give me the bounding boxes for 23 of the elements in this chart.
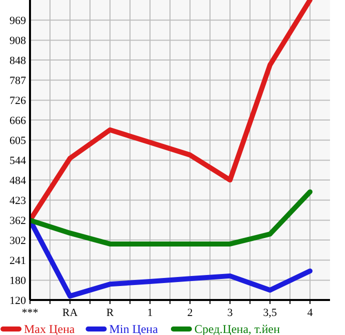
x-tick-label: 2: [187, 307, 193, 319]
y-tick-label: 484: [10, 174, 26, 187]
y-tick-label: 666: [10, 114, 26, 127]
y-tick-label: 241: [10, 254, 26, 267]
y-tick-label: 605: [10, 134, 26, 147]
x-tick-label: 3,5: [263, 307, 278, 319]
x-tick-label: 3: [227, 307, 234, 319]
x-tick-label: 1: [147, 307, 153, 319]
y-tick-label: 180: [10, 275, 26, 288]
y-tick-label: 726: [10, 95, 26, 108]
y-tick-label: 848: [10, 54, 26, 67]
y-tick-label: 908: [10, 35, 26, 48]
y-tick-label: 120: [10, 294, 26, 307]
y-tick-label: 423: [10, 194, 26, 207]
x-tick-label: RA: [62, 307, 78, 319]
y-tick-label: 302: [10, 234, 26, 247]
y-tick-label: 362: [10, 215, 26, 228]
y-tick-label: 544: [10, 155, 26, 168]
x-tick-label: ***: [22, 307, 38, 319]
x-tick-label: R: [106, 307, 114, 319]
y-tick-label: 969: [10, 14, 26, 27]
y-tick-label: 787: [10, 74, 26, 87]
x-tick-label: 4: [307, 307, 314, 319]
